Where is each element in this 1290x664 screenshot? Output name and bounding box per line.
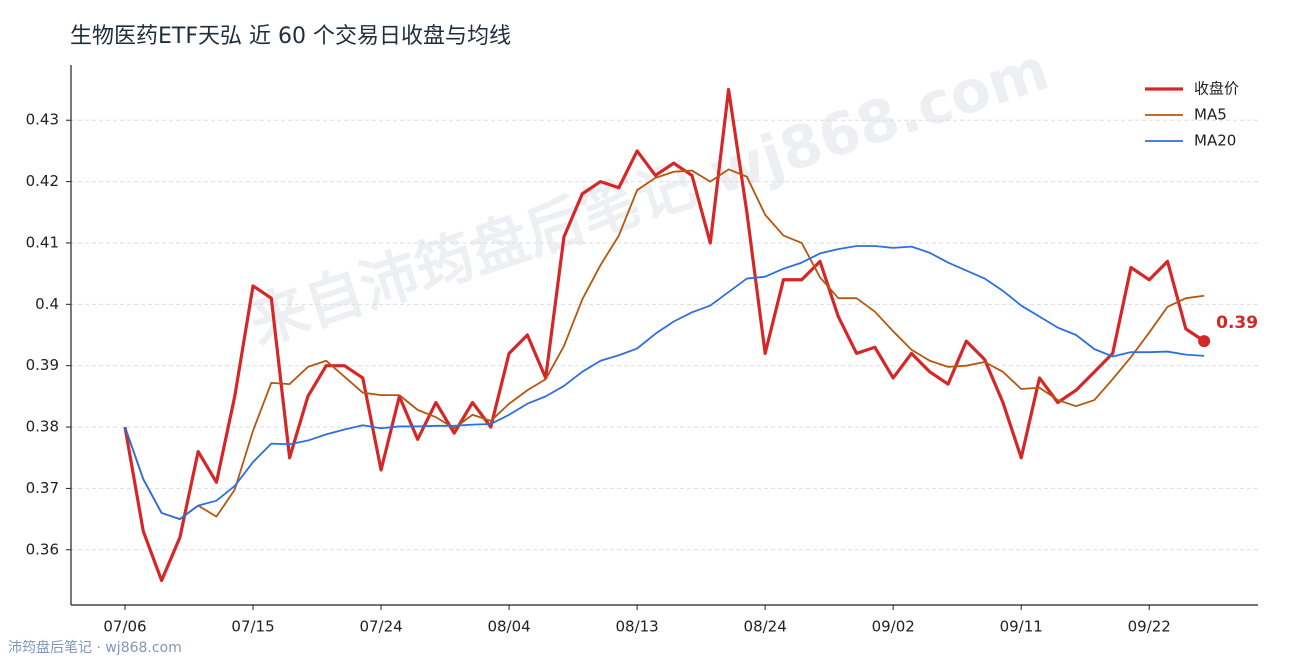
x-tick-label: 08/24	[744, 618, 787, 636]
last-point	[1198, 335, 1211, 348]
x-tick-label: 09/11	[1000, 618, 1043, 636]
x-tick-label: 08/13	[616, 618, 659, 636]
y-tick-label: 0.43	[26, 111, 59, 129]
x-tick-label: 08/04	[487, 618, 530, 636]
y-tick-label: 0.39	[26, 356, 59, 374]
series-line	[124, 245, 1205, 520]
watermark: 来自沛筠盘后笔记 wj868.com	[241, 35, 1057, 358]
x-tick-label: 07/06	[103, 618, 146, 636]
legend-label: 收盘价	[1194, 80, 1239, 98]
last-label: 0.39	[1216, 313, 1258, 333]
y-tick-label: 0.38	[26, 418, 59, 436]
footer: 沛筠盘后笔记 · wj868.com	[8, 639, 182, 656]
series-line	[123, 87, 1206, 583]
series-line	[124, 168, 1205, 520]
y-tick-label: 0.42	[26, 172, 59, 190]
x-tick-label: 07/15	[231, 618, 274, 636]
legend-label: MA20	[1194, 132, 1236, 150]
y-tick-label: 0.41	[26, 233, 59, 251]
y-tick-label: 0.37	[26, 479, 59, 497]
y-tick-label: 0.4	[35, 295, 59, 313]
x-tick-label: 07/24	[359, 618, 402, 636]
x-tick-label: 09/22	[1128, 618, 1171, 636]
x-tick-label: 09/02	[872, 618, 915, 636]
y-tick-label: 0.36	[26, 540, 59, 558]
chart-title: 生物医药ETF天弘 近 60 个交易日收盘与均线	[70, 24, 511, 49]
legend-label: MA5	[1194, 106, 1227, 124]
